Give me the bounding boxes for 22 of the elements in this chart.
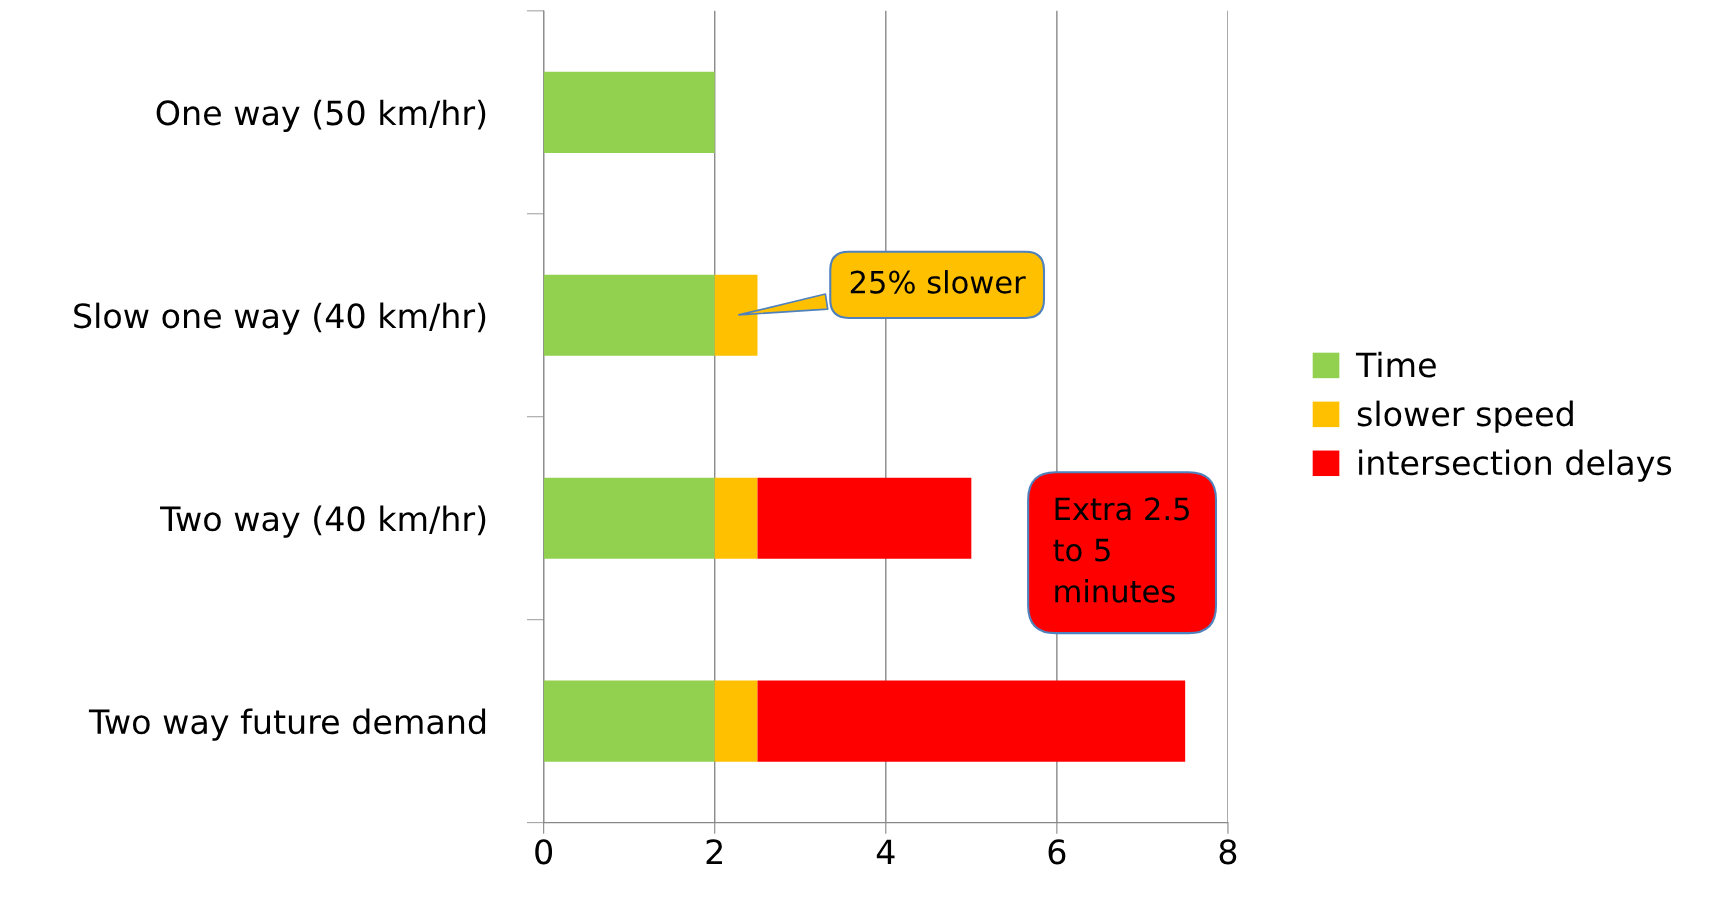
y-tick-label: One way (50 km/hr) — [156, 99, 486, 132]
y-tick-label: Slow one way (40 km/hr) — [74, 302, 486, 335]
legend-label: intersection delays — [1359, 449, 1672, 482]
annotation: 25% slower — [850, 270, 1026, 294]
bar — [757, 477, 972, 559]
bar — [714, 680, 758, 762]
bar — [714, 477, 758, 559]
x-tick-label: 6 — [1048, 839, 1066, 865]
legend-label: Time — [1355, 351, 1436, 378]
x-tick-label: 8 — [1219, 839, 1237, 865]
y-tick-label: Two way (40 km/hr) — [160, 505, 486, 538]
bar — [757, 680, 1186, 762]
x-tick-label: 0 — [535, 839, 553, 865]
bar — [543, 71, 715, 153]
y-tick-label: Two way future demand — [88, 708, 486, 741]
legend-label: slower speed — [1357, 400, 1573, 433]
x-tick-label: 2 — [706, 839, 722, 864]
annotation: Extra 2.5 to 5 minutes — [1053, 497, 1189, 603]
bar — [543, 477, 715, 559]
x-tick-label: 4 — [876, 839, 895, 864]
bar — [543, 680, 715, 762]
bar — [543, 274, 715, 356]
